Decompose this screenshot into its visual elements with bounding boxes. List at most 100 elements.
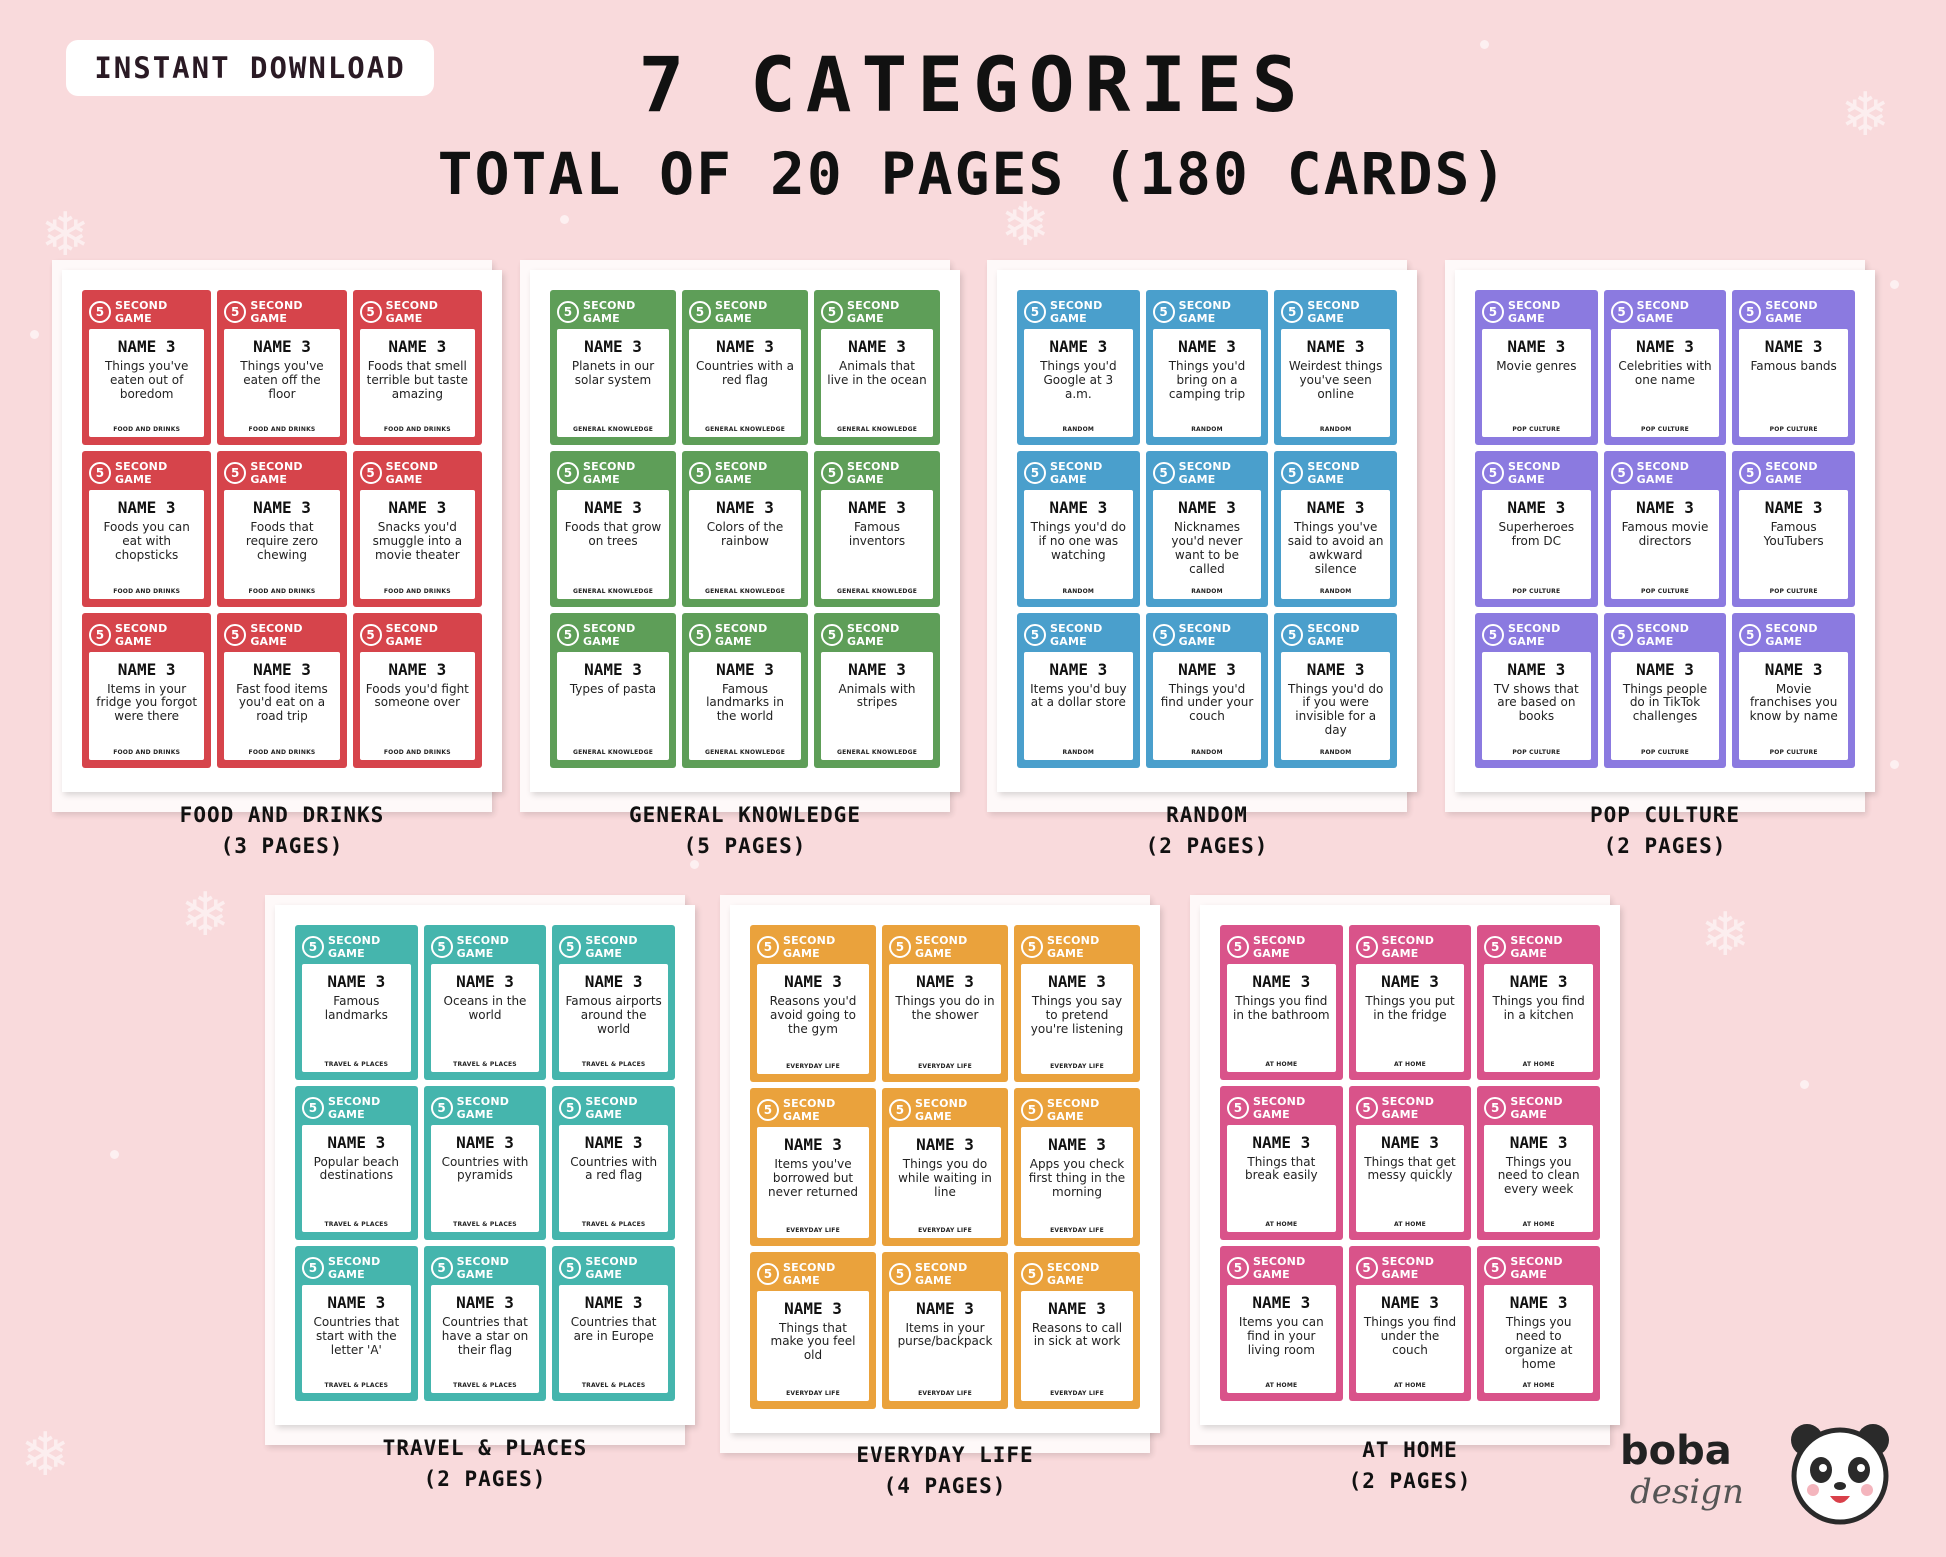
game-card: 5 SECOND GAME NAME 3 Popular beach destinat… [295, 1085, 418, 1241]
card-body: NAME 3 Things you do in the shower EVERYDA… [889, 964, 1001, 1075]
card-body: NAME 3 Countries that start with the lett… [302, 1285, 411, 1393]
card-body: NAME 3 Planets in our solar system GENERAL… [557, 329, 669, 438]
card-body: NAME 3 Countries with a red flag GENERAL K… [689, 329, 801, 438]
game-card: 5 SECOND GAME NAME 3 Movie genres POP CULTUR… [1475, 290, 1598, 446]
game-card: 5 SECOND GAME NAME 3 Weirdest things you've… [1274, 290, 1397, 446]
card-category-footer: GENERAL KNOWLEDGE [704, 587, 786, 595]
card-header: 5 SECOND GAME [1739, 298, 1848, 326]
card-category-footer: RANDOM [1062, 426, 1095, 434]
game-card: 5 SECOND GAME NAME 3 Items in your fridge y… [82, 612, 212, 768]
category-caption-at-home: AT HOME (2 PAGES) [1200, 1435, 1620, 1497]
card-category-footer: EVERYDAY LIFE [918, 1226, 972, 1234]
snow-dot [1480, 40, 1489, 49]
card-header: 5 SECOND GAME [1281, 621, 1390, 649]
card-heading: NAME 3 [1306, 498, 1365, 518]
card-header: 5 SECOND GAME [1739, 621, 1848, 649]
card-heading: NAME 3 [584, 337, 642, 356]
card-header: 5 SECOND GAME [430, 1254, 540, 1282]
five-second-logo-icon: 5 [889, 936, 911, 958]
five-second-logo-icon: 5 [889, 1099, 911, 1122]
game-card: 5 SECOND GAME NAME 3 Items you can find in … [1220, 1246, 1343, 1401]
five-second-logo-icon: 5 [1024, 623, 1046, 646]
card-category-footer: AT HOME [1265, 1221, 1298, 1229]
category-page-count: (3 PAGES) [220, 834, 344, 858]
card-brand: SECOND GAME [250, 621, 303, 648]
page-title: 7 CATEGORIES [638, 40, 1308, 129]
card-header: 5 SECOND GAME [1024, 459, 1133, 487]
game-card: 5 SECOND GAME NAME 3 Famous movie directors… [1603, 451, 1727, 607]
card-header: 5 SECOND GAME [224, 298, 339, 326]
five-second-logo-icon: 5 [1152, 462, 1175, 485]
card-prompt: Things people do in TikTok challenges [1622, 681, 1708, 724]
card-header: 5 SECOND GAME [757, 1260, 869, 1288]
card-category-footer: EVERYDAY LIFE [918, 1063, 972, 1071]
card-heading: NAME 3 [1252, 1293, 1311, 1313]
card-heading: NAME 3 [253, 659, 311, 679]
game-card: 5 SECOND GAME NAME 3 Things you say to pret… [1014, 925, 1140, 1083]
card-brand: SECOND GAME [456, 934, 510, 960]
card-category-footer: AT HOME [1394, 1382, 1426, 1389]
category-name: RANDOM [1166, 803, 1248, 827]
card-heading: NAME 3 [584, 659, 642, 679]
card-body: NAME 3 Movie genres POP CULTURE [1482, 329, 1591, 438]
card-heading: NAME 3 [584, 498, 642, 518]
card-header: 5 SECOND GAME [1152, 459, 1262, 487]
card-prompt: Colors of the rainbow [706, 520, 784, 549]
card-heading: NAME 3 [716, 337, 774, 356]
card-prompt: Items in your purse/backpack [897, 1320, 993, 1349]
card-heading: NAME 3 [1507, 337, 1566, 356]
card-prompt: Famous bands [1750, 359, 1837, 373]
category-name: POP CULTURE [1589, 803, 1741, 827]
card-brand: SECOND GAME [1178, 621, 1232, 648]
game-card: 5 SECOND GAME NAME 3 Planets in our solar s… [550, 290, 676, 446]
card-body: NAME 3 Countries that are in Europe TRAVEL… [559, 1285, 668, 1393]
sheet-at-home: 5 SECOND GAME NAME 3 Things you find in the… [1200, 905, 1620, 1425]
card-category-footer: FOOD AND DRINKS [248, 748, 316, 756]
card-prompt: Animals that live in the ocean [827, 359, 927, 387]
game-card: 5 SECOND GAME NAME 3 Things you'd bring on … [1145, 290, 1269, 446]
card-header: 5 SECOND GAME [559, 1254, 668, 1282]
card-heading: NAME 3 [1178, 659, 1236, 679]
card-header: 5 SECOND GAME [1021, 933, 1133, 961]
card-heading: NAME 3 [1381, 1293, 1439, 1313]
card-body: NAME 3 Countries with a red flag TRAVEL & … [559, 1124, 668, 1233]
card-heading: NAME 3 [1764, 337, 1823, 356]
five-second-logo-icon: 5 [757, 936, 779, 958]
card-category-footer: RANDOM [1191, 748, 1223, 756]
card-heading: NAME 3 [1509, 1132, 1568, 1152]
card-body: NAME 3 Things you say to pretend you're l… [1021, 964, 1133, 1075]
card-brand: SECOND GAME [1510, 1255, 1563, 1282]
five-second-logo-icon: 5 [821, 462, 843, 485]
game-card: 5 SECOND GAME NAME 3 Things people do in Ti… [1603, 612, 1727, 768]
five-second-logo-icon: 5 [1484, 936, 1507, 958]
five-second-logo-icon: 5 [559, 1257, 582, 1280]
game-card: 5 SECOND GAME NAME 3 Things you need to cle… [1477, 1085, 1600, 1241]
card-brand: SECOND GAME [115, 621, 168, 648]
card-category-footer: POP CULTURE [1769, 748, 1818, 756]
category-caption-general-knowledge: GENERAL KNOWLEDGE (5 PAGES) [530, 800, 960, 862]
game-card: 5 SECOND GAME NAME 3 Reasons you'd avoid go… [750, 925, 876, 1083]
card-body: NAME 3 Things you do while waiting in lin… [889, 1127, 1001, 1238]
card-prompt: Things you'd do if you were invisible fo… [1288, 681, 1384, 738]
card-header: 5 SECOND GAME [1355, 933, 1465, 961]
card-category-footer: GENERAL KNOWLEDGE [836, 748, 918, 756]
card-heading: NAME 3 [1306, 337, 1365, 356]
card-brand: SECOND GAME [715, 299, 768, 325]
card-prompt: Things you'd bring on a camping trip [1168, 359, 1246, 401]
five-second-logo-icon: 5 [1227, 936, 1249, 958]
card-heading: NAME 3 [784, 972, 842, 991]
card-prompt: Animals with stripes [838, 681, 916, 710]
card-prompt: Things you find in the bathroom [1233, 994, 1330, 1022]
snow-dot [1890, 760, 1899, 769]
card-category-footer: FOOD AND DRINKS [113, 748, 181, 756]
card-body: NAME 3 Things you put in the fridge AT HOM… [1355, 964, 1465, 1072]
card-brand: SECOND GAME [385, 299, 439, 325]
card-brand: SECOND GAME [115, 299, 168, 325]
card-heading: NAME 3 [1306, 659, 1365, 679]
card-brand: SECOND GAME [915, 934, 968, 960]
card-heading: NAME 3 [1381, 972, 1439, 991]
card-brand: SECOND GAME [1253, 1094, 1306, 1121]
card-grid: 5 SECOND GAME NAME 3 Famous landmarks TRAVEL… [295, 925, 675, 1401]
card-category-footer: RANDOM [1191, 587, 1223, 595]
card-heading: NAME 3 [1507, 498, 1566, 518]
